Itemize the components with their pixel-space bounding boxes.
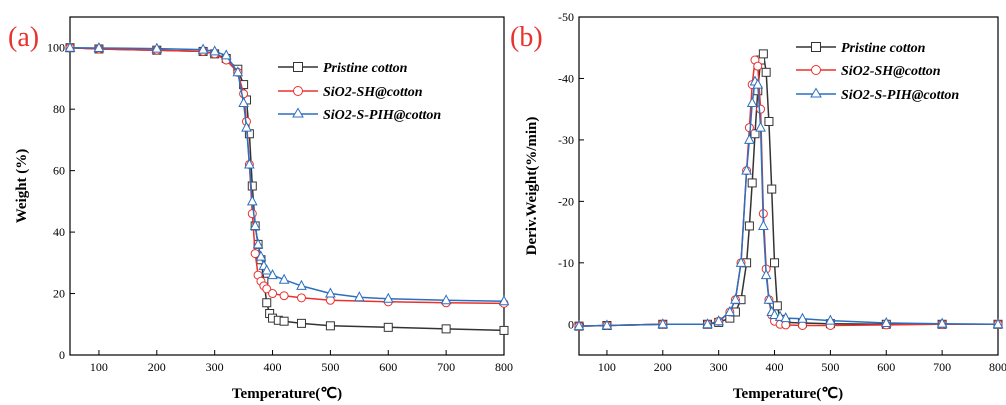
data-point-a-1-17 bbox=[280, 292, 288, 300]
legend-label-b-0: Pristine cotton bbox=[841, 41, 926, 56]
legend-entry-b-1: SiO2-SH@cotton bbox=[796, 64, 941, 79]
data-point-a-0-15 bbox=[263, 299, 271, 307]
y-tick-label-a-4: 80 bbox=[53, 102, 65, 116]
legend-marker-a-0 bbox=[294, 63, 303, 72]
x-tick-label-a-2: 300 bbox=[206, 360, 224, 374]
y-tick-label-a-5: 100 bbox=[47, 41, 65, 55]
legend-entry-b-0: Pristine cotton bbox=[796, 41, 926, 56]
data-point-b-2-10 bbox=[748, 98, 757, 107]
x-tick-label-a-6: 700 bbox=[437, 360, 455, 374]
data-point-a-2-10 bbox=[248, 196, 257, 205]
data-point-b-2-13 bbox=[756, 123, 765, 132]
data-point-b-0-9 bbox=[745, 222, 753, 230]
data-point-b-1-13 bbox=[757, 105, 765, 113]
data-point-b-0-18 bbox=[771, 259, 779, 267]
x-axis-title-a: Temperature(℃) bbox=[232, 386, 342, 402]
legend-marker-b-2 bbox=[811, 89, 821, 98]
legend-marker-b-0 bbox=[812, 43, 821, 52]
y-tick-label-a-1: 20 bbox=[53, 287, 65, 301]
legend-label-b-1: SiO2-SH@cotton bbox=[841, 64, 941, 79]
data-point-a-0-21 bbox=[326, 322, 334, 330]
x-tick-label-b-0: 100 bbox=[598, 360, 616, 374]
panel-label-b: (b) bbox=[510, 22, 543, 53]
legend-label-a-1: SiO2-SH@cotton bbox=[323, 85, 423, 100]
y-tick-label-b-4: -40 bbox=[558, 71, 574, 85]
y-tick-label-a-0: 0 bbox=[59, 348, 65, 362]
legend-entry-a-2: SiO2-S-PIH@cotton bbox=[278, 108, 441, 123]
x-tick-label-a-5: 600 bbox=[379, 360, 397, 374]
data-point-a-0-10 bbox=[248, 182, 256, 190]
series-line-a-2 bbox=[70, 48, 504, 302]
data-point-b-0-10 bbox=[748, 179, 756, 187]
data-point-b-0-15 bbox=[762, 68, 770, 76]
y-tick-label-b-3: -30 bbox=[558, 133, 574, 147]
x-tick-label-b-7: 800 bbox=[989, 360, 1006, 374]
x-axis-title-b: Temperature(℃) bbox=[733, 386, 843, 402]
x-tick-label-b-5: 600 bbox=[877, 360, 895, 374]
y-tick-label-b-5: -50 bbox=[558, 10, 574, 24]
legend-label-b-2: SiO2-S-PIH@cotton bbox=[841, 88, 959, 103]
data-point-b-0-16 bbox=[765, 117, 773, 125]
data-point-a-1-10 bbox=[248, 210, 256, 218]
y-axis-title-b: Deriv.Weight(%/min) bbox=[524, 117, 540, 256]
y-tick-label-b-0: 0 bbox=[568, 317, 574, 331]
legend-marker-a-1 bbox=[294, 87, 303, 96]
y-tick-label-a-2: 40 bbox=[53, 225, 65, 239]
legend-entry-b-2: SiO2-S-PIH@cotton bbox=[796, 88, 959, 103]
data-point-a-1-18 bbox=[297, 294, 305, 302]
data-point-b-0-14 bbox=[759, 50, 767, 58]
data-point-a-0-20 bbox=[297, 319, 305, 327]
legend-entry-a-1: SiO2-SH@cotton bbox=[278, 85, 423, 100]
data-point-a-0-23 bbox=[442, 325, 450, 333]
x-tick-label-b-2: 300 bbox=[710, 360, 728, 374]
legend-label-a-2: SiO2-S-PIH@cotton bbox=[323, 108, 441, 123]
y-tick-label-a-3: 60 bbox=[53, 164, 65, 178]
legend-a: Pristine cotton SiO2-SH@cotton SiO2-S-PI… bbox=[278, 61, 441, 123]
x-tick-label-a-7: 800 bbox=[495, 360, 513, 374]
x-tick-label-a-4: 500 bbox=[321, 360, 339, 374]
legend-marker-b-1 bbox=[812, 66, 821, 75]
panel-label-a: (a) bbox=[8, 22, 39, 53]
series-group-a bbox=[66, 43, 509, 335]
data-point-b-0-19 bbox=[773, 302, 781, 310]
y-tick-label-b-2: -20 bbox=[558, 194, 574, 208]
legend-entry-a-0: Pristine cotton bbox=[278, 61, 408, 76]
legend-marker-a-2 bbox=[293, 109, 303, 118]
data-point-b-0-17 bbox=[768, 185, 776, 193]
legend-label-a-0: Pristine cotton bbox=[323, 61, 408, 76]
series-line-a-0 bbox=[70, 48, 504, 331]
y-axis-title-a: Weight (%) bbox=[14, 149, 30, 224]
x-tick-label-b-4: 500 bbox=[821, 360, 839, 374]
x-tick-label-a-0: 100 bbox=[90, 360, 108, 374]
x-tick-label-a-3: 400 bbox=[264, 360, 282, 374]
x-tick-label-b-3: 400 bbox=[766, 360, 784, 374]
data-point-a-0-22 bbox=[384, 323, 392, 331]
data-point-b-1-12 bbox=[754, 62, 762, 70]
data-point-b-2-14 bbox=[759, 221, 768, 230]
series-line-a-1 bbox=[70, 48, 504, 304]
y-tick-label-b-1: -10 bbox=[558, 256, 574, 270]
data-point-a-0-24 bbox=[500, 326, 508, 334]
x-tick-label-b-6: 700 bbox=[933, 360, 951, 374]
data-point-a-1-16 bbox=[269, 290, 277, 298]
series-line-b-2 bbox=[579, 82, 998, 327]
x-tick-label-b-1: 200 bbox=[654, 360, 672, 374]
x-tick-label-a-1: 200 bbox=[148, 360, 166, 374]
data-point-a-0-19 bbox=[280, 317, 288, 325]
legend-b: Pristine cotton SiO2-SH@cotton SiO2-S-PI… bbox=[796, 41, 959, 103]
